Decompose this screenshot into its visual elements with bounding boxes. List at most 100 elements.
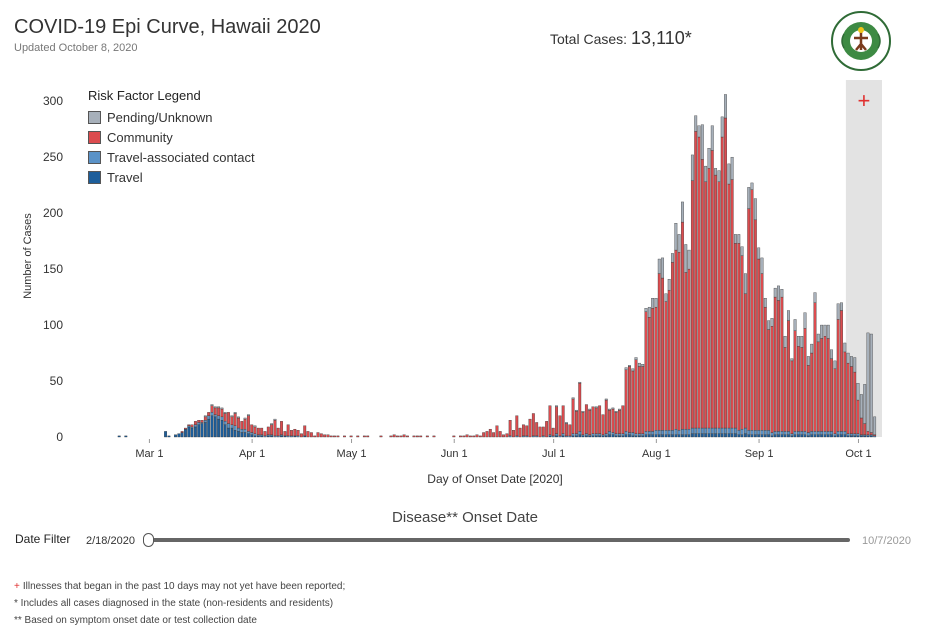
bar-segment <box>681 201 684 223</box>
bar-segment <box>714 427 718 434</box>
legend-swatch-pending <box>88 110 101 124</box>
bar-segment <box>329 435 333 438</box>
bar-segment <box>237 427 240 432</box>
bar-segment <box>674 249 678 430</box>
bar-segment <box>253 433 257 437</box>
bar-segment <box>747 208 751 431</box>
bar-segment <box>515 415 519 437</box>
bar-segment <box>780 296 784 432</box>
bar-segment <box>190 424 194 428</box>
bar-segment <box>730 156 734 180</box>
bar-segment <box>217 406 221 409</box>
bar-segment <box>210 405 214 413</box>
bar-segment <box>197 424 201 438</box>
bar-segment <box>551 427 555 437</box>
bar-segment <box>790 358 794 362</box>
bar-segment <box>213 416 217 438</box>
bar-segment <box>233 413 237 426</box>
bar-segment <box>793 330 797 432</box>
bar-segment <box>223 424 227 438</box>
date-slider-start-handle[interactable] <box>143 533 154 547</box>
legend-item-pending: Pending/Unknown <box>88 107 255 127</box>
bar-segment <box>704 427 708 434</box>
bar-segment <box>780 431 784 435</box>
bar-segment <box>783 347 787 432</box>
bar-segment <box>690 154 694 181</box>
bar-segment <box>684 428 688 435</box>
bar-segment <box>641 364 645 367</box>
bar-segment <box>763 298 767 308</box>
page-title: COVID-19 Epi Curve, Hawaii 2020 <box>14 16 321 38</box>
bar-segment <box>677 434 681 438</box>
bar-segment <box>647 317 651 432</box>
bar-segment <box>846 433 850 437</box>
bar-segment <box>164 431 168 438</box>
legend-swatch-travel <box>88 170 101 184</box>
bar-segment <box>293 428 297 437</box>
bar-segment <box>787 434 790 438</box>
bar-segment <box>866 431 870 435</box>
footnote-recent: + Illnesses that began in the past 10 day… <box>14 581 345 592</box>
bar-segment <box>230 424 234 429</box>
bar-segment <box>704 433 708 438</box>
bar-segment <box>608 434 611 438</box>
bar-segment <box>836 319 840 432</box>
bar-segment <box>773 431 777 435</box>
bar-segment <box>850 433 853 437</box>
bar-segment <box>651 434 655 438</box>
bar-segment <box>863 423 867 435</box>
bar-segment <box>783 336 787 348</box>
bar-segment <box>618 433 621 437</box>
bar-segment <box>730 433 734 438</box>
bar-segment <box>724 94 727 119</box>
bar-segment <box>631 370 635 433</box>
bar-segment <box>213 407 217 415</box>
bar-segment <box>425 435 429 438</box>
bar-segment <box>280 421 283 435</box>
bar-segment <box>773 287 777 298</box>
bar-segment <box>253 425 257 428</box>
bar-segment <box>843 342 847 353</box>
bar-segment <box>459 435 462 438</box>
bar-segment <box>187 426 191 438</box>
bar-segment <box>578 431 582 435</box>
bar-segment <box>667 290 671 431</box>
bar-segment <box>671 262 674 431</box>
bar-segment <box>664 293 668 302</box>
bar-segment <box>124 435 128 438</box>
bar-segment <box>783 434 787 438</box>
bar-segment <box>760 434 764 438</box>
bar-segment <box>263 431 267 437</box>
bar-segment <box>237 431 240 438</box>
bar-segment <box>177 433 181 438</box>
bar-segment <box>866 332 870 432</box>
bar-segment <box>740 434 744 438</box>
legend-item-travel: Travel <box>88 167 255 187</box>
footnote-total: * Includes all cases diagnosed in the st… <box>14 598 334 609</box>
bar-segment <box>535 422 539 437</box>
bar-segment <box>190 427 194 438</box>
bar-segment <box>575 409 578 412</box>
bar-segment <box>309 432 313 438</box>
bar-segment <box>336 435 340 438</box>
bar-segment <box>734 427 737 434</box>
bar-segment <box>601 414 605 435</box>
bar-segment <box>406 435 409 438</box>
date-range-slider[interactable] <box>150 538 850 542</box>
bar-segment <box>362 435 366 438</box>
bar-segment <box>555 405 558 407</box>
legend: Risk Factor Legend Pending/Unknown Commu… <box>88 88 255 187</box>
bar-segment <box>843 351 847 432</box>
bar-segment <box>753 430 757 435</box>
bar-segment <box>833 360 837 369</box>
bar-segment <box>644 308 648 312</box>
bar-segment <box>833 368 837 434</box>
bar-segment <box>704 181 708 429</box>
bar-segment <box>584 404 588 434</box>
bar-segment <box>790 360 794 434</box>
bar-segment <box>850 356 853 367</box>
bar-segment <box>233 412 237 414</box>
bar-segment <box>631 368 635 372</box>
bar-segment <box>727 163 731 185</box>
bar-segment <box>846 362 850 434</box>
